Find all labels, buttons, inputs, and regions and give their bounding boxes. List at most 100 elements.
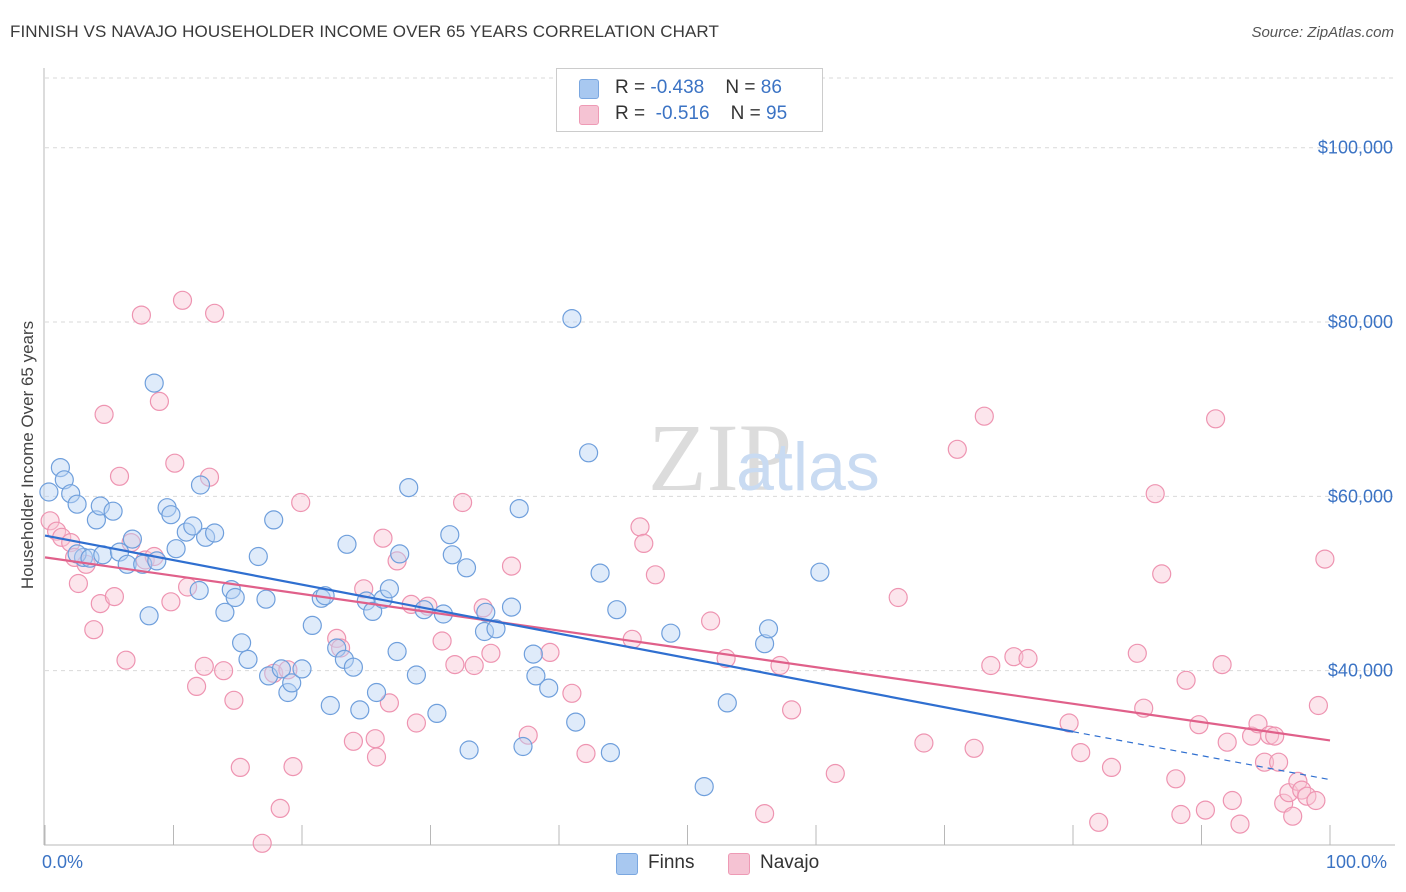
navajo-point xyxy=(214,661,234,681)
navajo-point xyxy=(373,528,393,548)
finns-point xyxy=(442,545,462,565)
navajo-point xyxy=(1018,648,1038,669)
finns-point xyxy=(39,482,59,502)
finns-point xyxy=(343,657,363,677)
navajo-point xyxy=(481,643,501,663)
finns-point xyxy=(578,443,599,463)
finns-point xyxy=(366,682,387,703)
navajo-point xyxy=(974,406,994,426)
x-axis-max-label: 100.0% xyxy=(1326,852,1388,872)
navajo-point xyxy=(888,587,908,608)
y-tick-label: $60,000 xyxy=(1328,486,1393,506)
navajo-point xyxy=(68,573,89,594)
navajo-point xyxy=(379,693,399,713)
finns-point xyxy=(363,601,383,622)
finns-point xyxy=(513,736,533,757)
y-tick-label: $100,000 xyxy=(1318,138,1393,158)
finns-point xyxy=(427,703,447,724)
navajo-points xyxy=(40,290,1335,853)
finns-point xyxy=(523,644,543,664)
finns-point xyxy=(67,494,87,514)
finns-point xyxy=(232,633,252,653)
legend-r-label: R = xyxy=(615,77,651,98)
navajo-point xyxy=(270,798,290,819)
navajo-point xyxy=(432,631,452,651)
navajo-point xyxy=(161,592,181,612)
navajo-point xyxy=(518,725,538,745)
navajo-point xyxy=(187,676,207,697)
finns-point xyxy=(320,695,340,716)
navajo-point xyxy=(1166,769,1186,789)
navajo-point xyxy=(165,453,185,473)
navajo-point xyxy=(1315,549,1335,569)
navajo-point xyxy=(1171,804,1191,825)
finns-point xyxy=(122,529,142,549)
x-axis-min-label: 0.0% xyxy=(42,852,84,872)
finns-point xyxy=(225,587,245,608)
finns-point xyxy=(90,496,110,516)
navajo-point xyxy=(630,517,650,537)
navajo-point xyxy=(205,303,225,323)
navajo-point xyxy=(501,556,522,576)
navajo-point xyxy=(1217,732,1237,752)
finns-point xyxy=(278,682,298,703)
watermark-zip: ZIP xyxy=(648,404,792,511)
navajo-point xyxy=(781,700,802,720)
finns-swatch xyxy=(579,79,599,99)
finns-point xyxy=(810,562,830,582)
legend-r-value: -0.516 xyxy=(655,103,710,124)
finns-point xyxy=(717,693,737,713)
legend-n-value: 86 xyxy=(760,77,782,98)
finns-point xyxy=(390,544,410,564)
navajo-point xyxy=(94,404,114,424)
y-tick-labels: $40,000 $60,000 $80,000 $100,000 xyxy=(1318,138,1393,681)
finns-point xyxy=(590,563,610,583)
finns-point xyxy=(205,523,225,543)
navajo-point xyxy=(109,466,130,486)
navajo-point xyxy=(464,655,484,676)
finns-point xyxy=(694,776,714,797)
finns-point xyxy=(526,666,546,686)
navajo-point xyxy=(1189,715,1209,735)
navajo-point xyxy=(964,738,984,758)
navajo-point xyxy=(1292,780,1312,800)
y-tick-label: $40,000 xyxy=(1328,661,1393,681)
navajo-point xyxy=(1268,752,1289,772)
navajo-point xyxy=(46,521,67,541)
navajo-point xyxy=(453,492,473,513)
navajo-point xyxy=(981,655,1001,676)
finns-point xyxy=(509,499,529,519)
navajo-point xyxy=(1195,800,1216,820)
navajo-point xyxy=(1152,564,1172,584)
navajo-point xyxy=(1230,814,1250,834)
navajo-point xyxy=(1265,726,1285,746)
finns-swatch xyxy=(616,853,638,875)
navajo-point xyxy=(1274,793,1294,813)
legend-r-label: R = xyxy=(615,103,651,124)
navajo-point xyxy=(445,654,465,675)
navajo-point xyxy=(825,763,845,784)
navajo-point xyxy=(365,729,385,749)
navajo-point xyxy=(172,290,193,310)
navajo-point xyxy=(1176,670,1196,690)
finns-point xyxy=(539,678,559,698)
navajo-point xyxy=(343,731,363,751)
finns-point xyxy=(256,589,276,609)
navajo-point xyxy=(700,611,721,631)
finns-point xyxy=(459,740,479,760)
finns-point xyxy=(474,621,495,642)
finns-point xyxy=(562,309,582,329)
navajo-point xyxy=(562,683,582,703)
navajo-point xyxy=(1127,643,1147,663)
legend-label-finns: Finns xyxy=(648,852,695,873)
finns-point xyxy=(190,475,211,495)
navajo-swatch xyxy=(579,105,599,125)
navajo-point xyxy=(104,586,125,607)
correlation-legend: R = -0.438 N = 86 R = -0.516 N = 95 xyxy=(556,68,823,132)
navajo-point xyxy=(645,565,666,585)
y-tick-label: $80,000 xyxy=(1328,312,1393,332)
navajo-point xyxy=(1297,786,1317,806)
navajo-point xyxy=(1212,654,1232,675)
navajo-point xyxy=(576,743,596,764)
